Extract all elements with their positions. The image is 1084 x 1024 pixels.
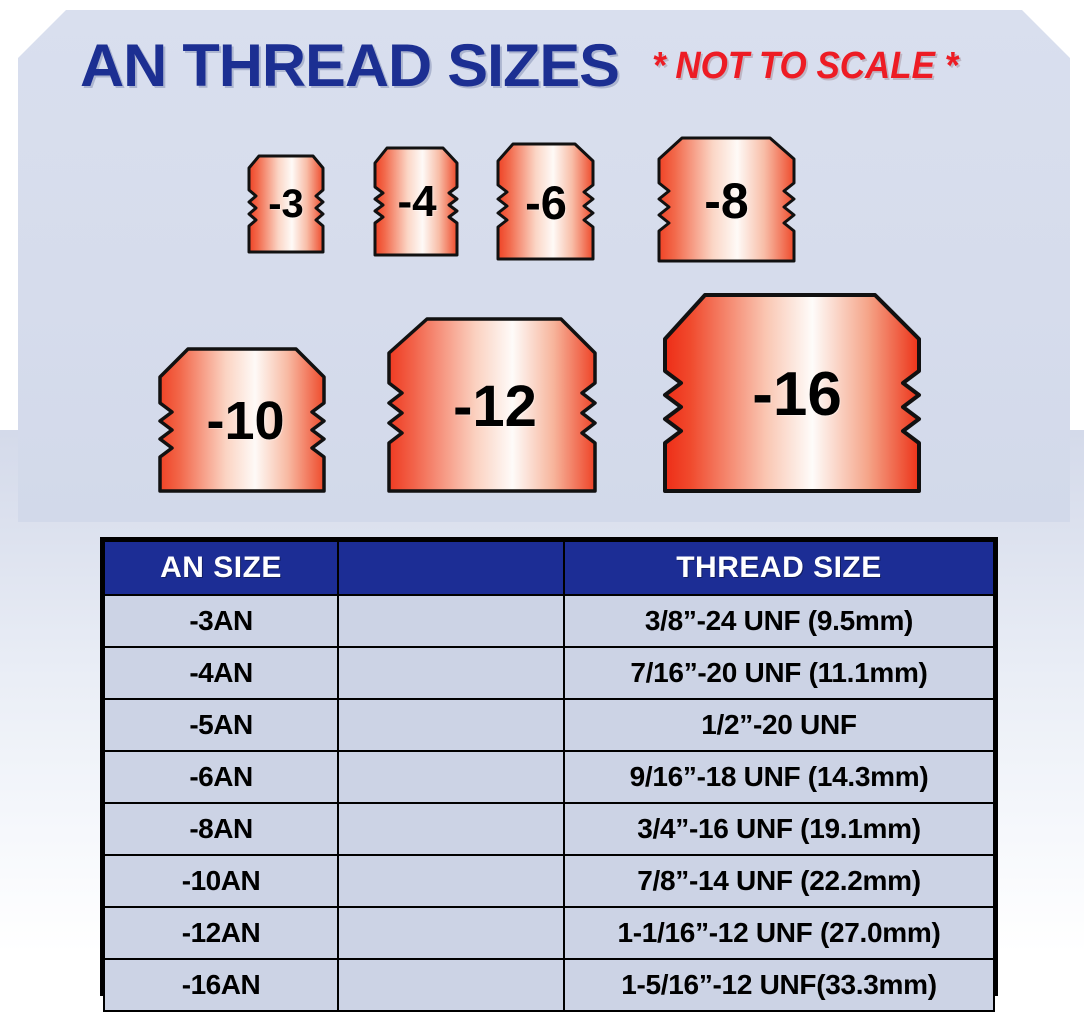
- cell-blank: [337, 698, 565, 752]
- title-bar: AN THREAD SIZES * NOT TO SCALE *: [18, 30, 1070, 102]
- not-to-scale-note: * NOT TO SCALE *: [652, 45, 959, 87]
- cell-thread-size: 3/4”-16 UNF (19.1mm): [563, 802, 995, 856]
- cell-blank: [337, 854, 565, 908]
- cell-blank: [337, 802, 565, 856]
- an-size-table: AN SIZE THREAD SIZE -3AN 3/8”-24 UNF (9.…: [103, 540, 995, 1012]
- table-header-row: AN SIZE THREAD SIZE: [103, 540, 995, 596]
- cell-an-size: -16AN: [103, 958, 339, 1012]
- an-size-table-container: AN SIZE THREAD SIZE -3AN 3/8”-24 UNF (9.…: [100, 537, 998, 1012]
- fitting-8: -8: [648, 131, 805, 270]
- table-row: -12AN 1-1/16”-12 UNF (27.0mm): [103, 906, 995, 960]
- fitting-16: -16: [647, 287, 947, 501]
- column-header-thread-size: THREAD SIZE: [563, 540, 995, 596]
- cell-an-size: -12AN: [103, 906, 339, 960]
- table-row: -5AN 1/2”-20 UNF: [103, 698, 995, 752]
- table-row: -3AN 3/8”-24 UNF (9.5mm): [103, 594, 995, 648]
- table-head: AN SIZE THREAD SIZE: [103, 540, 995, 596]
- cell-blank: [337, 906, 565, 960]
- cell-thread-size: 1-1/16”-12 UNF (27.0mm): [563, 906, 995, 960]
- cell-thread-size: 3/8”-24 UNF (9.5mm): [563, 594, 995, 648]
- cell-blank: [337, 646, 565, 700]
- cell-thread-size: 9/16”-18 UNF (14.3mm): [563, 750, 995, 804]
- fitting-3: -3: [241, 148, 331, 260]
- fitting-12: -12: [375, 311, 615, 501]
- table-row: -10AN 7/8”-14 UNF (22.2mm): [103, 854, 995, 908]
- table-row: -8AN 3/4”-16 UNF (19.1mm): [103, 802, 995, 856]
- page-title: AN THREAD SIZES: [80, 32, 620, 99]
- cell-blank: [337, 750, 565, 804]
- table-body: -3AN 3/8”-24 UNF (9.5mm) -4AN 7/16”-20 U…: [103, 594, 995, 1012]
- cell-thread-size: 1-5/16”-12 UNF(33.3mm): [563, 958, 995, 1012]
- cell-blank: [337, 958, 565, 1012]
- column-header-blank: [337, 540, 565, 596]
- cell-an-size: -5AN: [103, 698, 339, 752]
- table-row: -16AN 1-5/16”-12 UNF(33.3mm): [103, 958, 995, 1012]
- table-row: -4AN 7/16”-20 UNF (11.1mm): [103, 646, 995, 700]
- cell-an-size: -8AN: [103, 802, 339, 856]
- fitting-4: -4: [367, 141, 467, 263]
- cell-thread-size: 1/2”-20 UNF: [563, 698, 995, 752]
- cell-thread-size: 7/8”-14 UNF (22.2mm): [563, 854, 995, 908]
- cell-an-size: -3AN: [103, 594, 339, 648]
- cell-an-size: -6AN: [103, 750, 339, 804]
- cell-an-size: -4AN: [103, 646, 339, 700]
- table-row: -6AN 9/16”-18 UNF (14.3mm): [103, 750, 995, 804]
- fitting-10: -10: [148, 341, 343, 501]
- fitting-6: -6: [489, 137, 603, 267]
- cell-blank: [337, 594, 565, 648]
- column-header-an-size: AN SIZE: [103, 540, 339, 596]
- cell-an-size: -10AN: [103, 854, 339, 908]
- fitting-diagram-group: -3 -4: [148, 131, 947, 501]
- cell-thread-size: 7/16”-20 UNF (11.1mm): [563, 646, 995, 700]
